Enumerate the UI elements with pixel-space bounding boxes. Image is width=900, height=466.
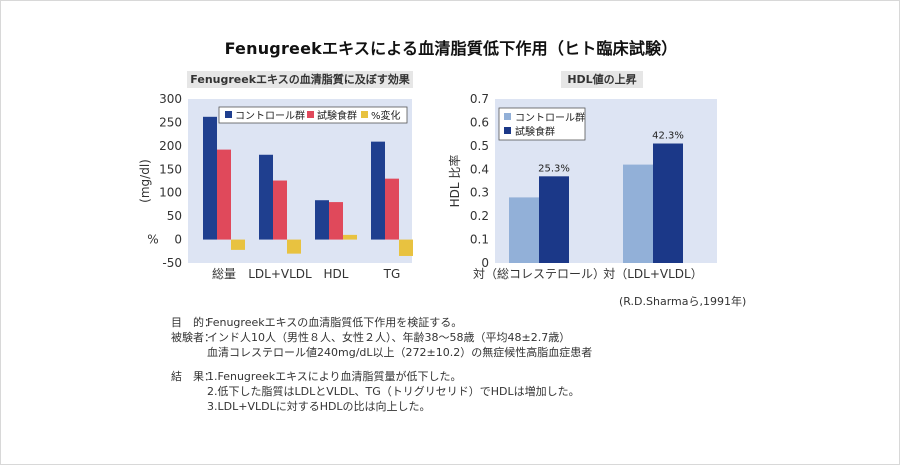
right-y-tick-label: 0 — [481, 256, 489, 270]
right-data-label: 42.3% — [652, 131, 684, 142]
right-y-tick-label: 0.4 — [470, 162, 489, 176]
note-purpose: 目 的： Fenugreekエキスの血清脂質低下作用を検証する。 — [171, 315, 811, 330]
right-y-tick-label: 0.1 — [470, 233, 489, 247]
note-subjects-label: 被験者： — [171, 331, 215, 344]
left-bar — [329, 202, 343, 240]
figure-title: Fenugreekエキスによる血清脂質低下作用（ヒト臨床試験） — [224, 39, 678, 58]
right-y-tick-label: 0.6 — [470, 115, 489, 129]
left-y-tick-label: 200 — [159, 139, 182, 153]
note-results-line-1: 1.Fenugreekエキスにより血清脂質量が低下した。 — [207, 370, 462, 383]
left-y-tick-label: -50 — [162, 256, 182, 270]
right-y-tick-label: 0.3 — [470, 186, 489, 200]
left-bar — [399, 239, 413, 256]
note-results-line-3: 3.LDL+VLDLに対するHDLの比は向上した。 — [207, 400, 431, 413]
right-legend-label: コントロール群 — [515, 111, 585, 124]
right-y-tick-label: 0.5 — [470, 139, 489, 153]
right-bar — [509, 197, 539, 263]
right-legend-box — [498, 107, 586, 141]
left-bar — [343, 234, 357, 240]
right-legend-swatch — [504, 127, 511, 134]
note-subjects: 被験者： インド人10人（男性８人、女性２人）、年齢38〜58歳（平均48±2.… — [171, 330, 811, 360]
left-bar — [203, 116, 217, 240]
note-subjects-line-2: 血清コレステロール値240mg/dL以上（272±10.2）の無症候性高脂血症患… — [207, 346, 593, 359]
right-y-tick-label: 0.7 — [470, 92, 489, 106]
left-bar — [217, 149, 231, 240]
left-bar — [287, 239, 301, 254]
right-legend-swatch — [504, 113, 511, 120]
right-y-axis-label: HDL 比率 — [447, 155, 462, 208]
left-y-tick-label: 150 — [159, 162, 182, 176]
left-category-label: LDL+VLDL — [248, 267, 312, 281]
left-bar — [259, 154, 273, 240]
left-y-tick-label: 300 — [159, 92, 182, 106]
left-y-tick-label: 50 — [167, 209, 182, 223]
note-results: 結 果： 1.Fenugreekエキスにより血清脂質量が低下した。 2.低下した… — [171, 369, 811, 414]
left-bar — [371, 141, 385, 240]
left-legend-swatch — [361, 111, 368, 118]
right-bar — [539, 176, 569, 263]
left-y-tick-label: 250 — [159, 115, 182, 129]
right-y-tick-label: 0.2 — [470, 209, 489, 223]
left-y-axis-percent-label: % — [147, 233, 158, 247]
left-bar — [385, 178, 399, 240]
left-legend-label: コントロール群 — [235, 109, 305, 122]
note-subjects-line-1: インド人10人（男性８人、女性２人）、年齢38〜58歳（平均48±2.7歳） — [207, 331, 571, 344]
note-results-line-2: 2.低下した脂質はLDLとVLDL、TG（トリグリセリド）でHDLは増加した。 — [207, 385, 580, 398]
left-y-tick-label: 0 — [174, 233, 182, 247]
left-legend-label: %変化 — [371, 109, 401, 122]
left-legend: コントロール群 試験食群 %変化 — [218, 106, 408, 124]
left-legend-swatch — [225, 111, 232, 118]
right-bar — [653, 143, 683, 263]
left-category-label: HDL — [324, 267, 349, 281]
study-notes: 目 的： Fenugreekエキスの血清脂質低下作用を検証する。 被験者： イン… — [171, 315, 811, 414]
right-legend-label: 試験食群 — [515, 125, 555, 138]
left-bar — [315, 200, 329, 240]
note-purpose-label: 目 的： — [171, 316, 215, 329]
left-bar — [231, 239, 245, 250]
source-citation: (R.D.Sharmaら,1991年) — [619, 295, 747, 308]
left-legend-label: 試験食群 — [317, 109, 357, 122]
right-category-label: 対（LDL+VLDL） — [603, 267, 703, 281]
note-results-label: 結 果： — [171, 370, 215, 383]
right-bar — [623, 164, 653, 263]
left-y-tick-label: 100 — [159, 186, 182, 200]
left-chart-title: Fenugreekエキスの血清脂質に及ぼす効果 — [187, 71, 413, 88]
note-purpose-text: Fenugreekエキスの血清脂質低下作用を検証する。 — [207, 316, 463, 329]
right-chart-title: HDL値の上昇 — [561, 71, 643, 88]
right-data-label: 25.3% — [538, 163, 570, 174]
left-bar — [273, 180, 287, 240]
left-y-axis-label: (mg/dl) — [138, 159, 152, 203]
left-category-label: 総量 — [212, 267, 236, 281]
right-category-label: 対（総コレステロール） — [473, 267, 605, 281]
left-legend-swatch — [307, 111, 314, 118]
left-category-label: TG — [383, 267, 401, 281]
